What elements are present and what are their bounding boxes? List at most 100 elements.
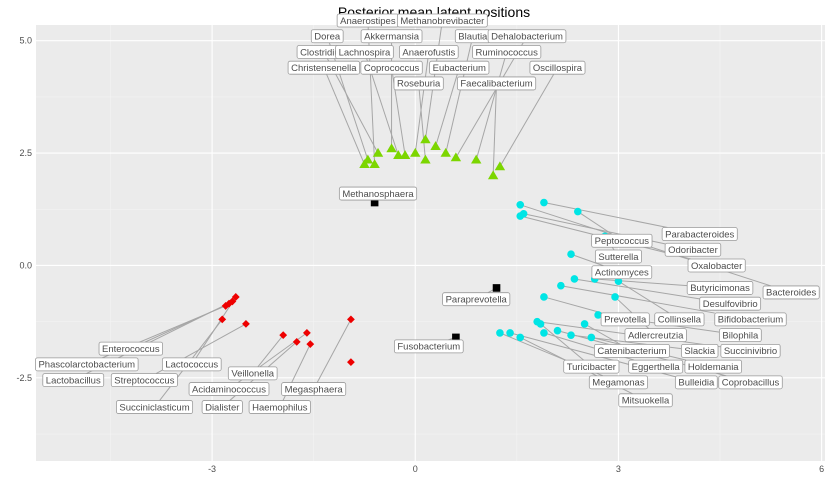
label-text: Lactobacillus	[46, 375, 101, 386]
y-tick-label: 2.5	[19, 148, 32, 158]
leader-line	[594, 278, 688, 287]
label-text: Peptococcus	[595, 236, 650, 247]
red-diamond-point	[221, 302, 230, 310]
point-label: Eubacterium	[429, 60, 490, 75]
point-label: Lactococcus	[161, 357, 222, 372]
y-tick-label: -2.5	[16, 373, 32, 383]
label-box	[684, 359, 743, 374]
label-box	[591, 233, 653, 248]
label-text: Eubacterium	[433, 63, 486, 74]
label-box	[116, 400, 194, 414]
label-text: Slackia	[684, 346, 715, 357]
point-label: Oxalobacter	[687, 258, 746, 273]
leader-line	[499, 73, 555, 167]
label-box	[529, 60, 586, 75]
x-axis-ticks: -3 0 3 6	[208, 464, 824, 474]
green-triangle-point	[410, 147, 421, 157]
label-text: Collinsella	[658, 315, 702, 326]
leader-line	[326, 74, 365, 165]
cyan-circle-point	[574, 207, 582, 216]
label-text: Methanosphaera	[342, 189, 414, 200]
label-box	[472, 45, 542, 59]
label-text: Oscillospira	[533, 63, 583, 74]
label-text: Succiniclasticum	[119, 402, 189, 413]
label-text: Catenibacterium	[597, 346, 666, 357]
point-label: Butyricimonas	[686, 281, 754, 295]
leader-line	[366, 58, 399, 156]
label-text: Desulfovibrio	[703, 299, 758, 310]
cyan-circle-point	[516, 333, 525, 342]
green-triangle-point	[430, 141, 441, 151]
point-label: Bilophila	[718, 328, 762, 343]
cyan-circle-point	[587, 333, 596, 342]
leader-line	[316, 319, 352, 383]
cyan-circle-point	[536, 320, 545, 328]
label-text: Butyricimonas	[690, 283, 750, 294]
label-box	[456, 76, 537, 91]
red-diamond-point	[231, 293, 240, 301]
point-label: Peptococcus	[591, 233, 653, 248]
green-triangle-point	[399, 150, 411, 159]
point-label: Bifidobacterium	[714, 312, 787, 327]
green-triangle-point	[359, 159, 370, 168]
leader-line	[543, 296, 602, 314]
point-label: Bulleidia	[674, 375, 718, 390]
point-label: Anaerostipes	[336, 13, 399, 28]
cyan-circle-point	[496, 329, 504, 337]
point-labels: Anaerostipes Methanobrevibacter Dorea Akker…	[35, 13, 820, 414]
label-text: Blautia	[458, 32, 488, 43]
label-box	[664, 242, 722, 257]
label-box	[593, 343, 670, 358]
label-box	[594, 249, 642, 264]
leader-line	[414, 58, 429, 154]
label-box	[399, 45, 459, 59]
point-label: Paraprevotella	[442, 292, 511, 307]
point-label: Slackia	[680, 343, 719, 358]
x-tick-label: -3	[208, 464, 216, 474]
green-triangle-point	[420, 154, 431, 164]
label-box	[654, 312, 705, 327]
label-box	[714, 312, 787, 327]
point-label: Megasphaera	[281, 382, 347, 396]
green-triangle-point	[393, 150, 404, 159]
point-label: Lactobacillus	[42, 373, 105, 387]
label-text: Coprobacillus	[722, 378, 780, 389]
cyan-circle-point	[540, 329, 548, 337]
cyan-circle-point	[516, 200, 525, 209]
point-label: Christensenella	[287, 60, 360, 75]
label-box	[360, 29, 423, 44]
leader-line	[543, 202, 668, 229]
label-box	[429, 60, 490, 75]
label-box	[42, 373, 105, 387]
point-label: Dehalobacterium	[487, 29, 567, 44]
label-box	[600, 312, 650, 327]
label-text: Oxalobacter	[691, 261, 742, 272]
green-triangle-point	[471, 154, 482, 164]
label-text: Anaerofustis	[402, 47, 455, 58]
point-label: Actinomyces	[591, 265, 653, 280]
cyan-circle-point	[540, 198, 548, 207]
red-diamond-point	[347, 315, 355, 324]
leader-line	[570, 253, 604, 267]
label-text: Dorea	[314, 32, 341, 43]
x-tick-label: 3	[616, 464, 621, 474]
red-diamond-point	[306, 340, 315, 349]
label-box	[762, 285, 820, 300]
label-text: Coprococcus	[364, 63, 420, 74]
label-box	[393, 339, 464, 354]
cyan-circle-point	[611, 293, 619, 301]
label-box	[687, 258, 746, 273]
point-label: Mitsuokella	[618, 393, 673, 408]
point-label: Fusobacterium	[393, 339, 464, 354]
label-box	[201, 400, 243, 414]
label-box	[563, 359, 620, 374]
cyan-circle-point	[594, 311, 602, 319]
point-label: Veillonella	[227, 366, 278, 381]
point-label: Methanosphaera	[338, 186, 418, 201]
point-label: Oscillospira	[529, 60, 586, 75]
label-box	[442, 292, 511, 307]
cyan-circle-point	[557, 281, 565, 290]
label-box	[35, 357, 139, 372]
cyan-circle-point	[570, 275, 579, 283]
leader-line	[435, 74, 458, 147]
